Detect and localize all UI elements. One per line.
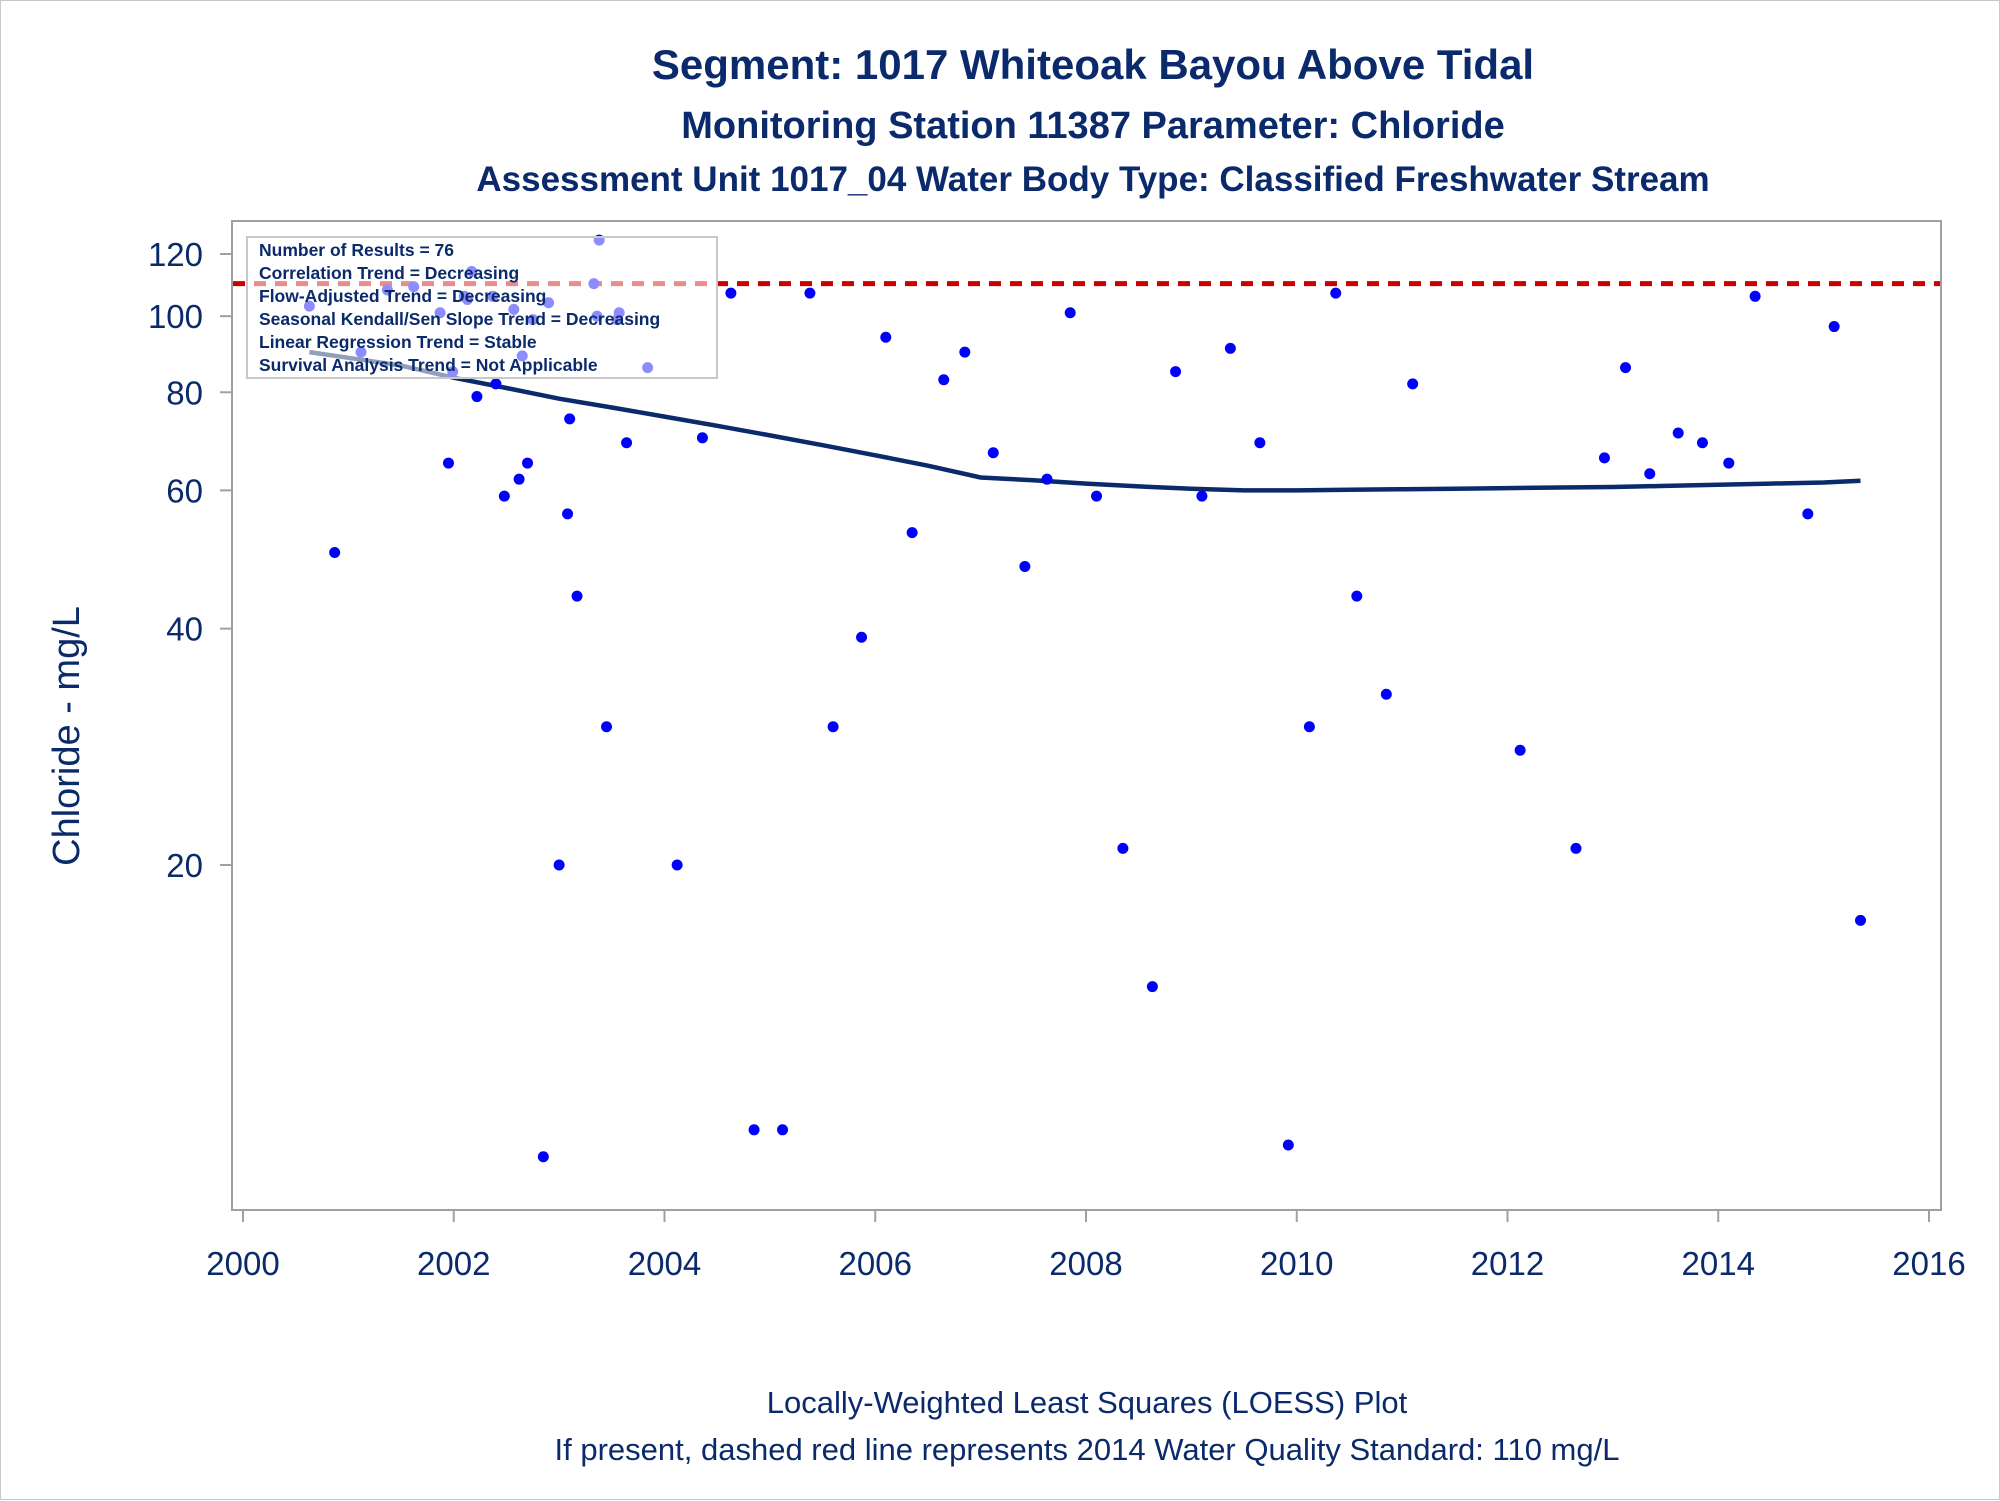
- x-axis: 2000 2002 2004 2006 2008 2010 2012 2014 2016: [206, 1210, 1966, 1282]
- data-point: [537, 1151, 549, 1163]
- data-point: [1041, 473, 1053, 485]
- stat-line-5: Linear Regression Trend = Stable: [259, 332, 537, 352]
- y-axis-label: Chloride - mg/L: [46, 606, 88, 866]
- data-point: [1644, 468, 1656, 480]
- stats-box: Number of Results = 76 Correlation Trend…: [246, 236, 718, 379]
- y-tick-label: 80: [166, 374, 203, 411]
- data-point: [938, 374, 950, 386]
- data-point: [522, 457, 534, 469]
- y-tick-label: 60: [166, 472, 203, 509]
- x-tick-label: 2002: [417, 1245, 490, 1282]
- data-point: [1091, 490, 1103, 502]
- data-point: [553, 859, 565, 871]
- data-point: [906, 527, 918, 539]
- data-point: [498, 490, 510, 502]
- x-tick-label: 2006: [839, 1245, 912, 1282]
- data-point: [1407, 378, 1419, 390]
- data-point: [1303, 721, 1315, 733]
- chart-subtitle-2: Assessment Unit 1017_04 Water Body Type:…: [476, 160, 1709, 199]
- x-tick-label: 2014: [1682, 1245, 1755, 1282]
- stat-line-3: Flow-Adjusted Trend = Decreasing: [259, 286, 546, 306]
- data-point: [1064, 307, 1076, 319]
- x-tick-label: 2016: [1892, 1245, 1965, 1282]
- chart-subtitle: Monitoring Station 11387 Parameter: Chlo…: [681, 105, 1505, 147]
- x-tick-label: 2012: [1471, 1245, 1544, 1282]
- data-point: [1146, 981, 1158, 993]
- data-point: [621, 437, 633, 449]
- chart-title: Segment: 1017 Whiteoak Bayou Above Tidal: [652, 41, 1534, 88]
- data-point: [601, 721, 613, 733]
- x-tick-label: 2000: [206, 1245, 279, 1282]
- data-point: [1224, 342, 1236, 354]
- x-tick-label: 2008: [1049, 1245, 1122, 1282]
- data-point: [490, 378, 502, 390]
- data-point: [856, 631, 868, 643]
- y-tick-label: 120: [148, 236, 203, 273]
- data-point: [959, 346, 971, 358]
- data-point: [1828, 321, 1840, 333]
- data-point: [1696, 437, 1708, 449]
- data-point: [1170, 366, 1182, 378]
- y-axis: 20 40 60 80 100 120: [148, 236, 232, 884]
- data-point: [804, 287, 816, 299]
- data-point: [1351, 590, 1363, 602]
- stat-line-1: Number of Results = 76: [259, 240, 454, 260]
- x-tick-label: 2004: [628, 1245, 701, 1282]
- data-point: [1598, 452, 1610, 464]
- y-tick-label: 40: [166, 611, 203, 648]
- loess-curve: [309, 349, 1861, 493]
- data-point: [748, 1124, 760, 1136]
- data-point: [725, 287, 737, 299]
- data-point: [562, 508, 574, 520]
- data-point: [1330, 287, 1342, 299]
- x-tick-label: 2010: [1260, 1245, 1333, 1282]
- data-point: [1802, 508, 1814, 520]
- data-point: [571, 590, 583, 602]
- data-point: [471, 391, 483, 403]
- data-point: [1672, 427, 1684, 439]
- stat-line-2: Correlation Trend = Decreasing: [259, 263, 519, 283]
- data-point: [329, 547, 341, 559]
- data-point: [1117, 842, 1129, 854]
- footnote-1: Locally-Weighted Least Squares (LOESS) P…: [767, 1385, 1408, 1420]
- data-point: [513, 473, 525, 485]
- data-point: [987, 447, 999, 459]
- data-point: [696, 432, 708, 444]
- data-point: [1620, 362, 1632, 374]
- data-point: [827, 721, 839, 733]
- data-point: [671, 859, 683, 871]
- data-point: [564, 413, 576, 425]
- stats-box-frame: [246, 236, 718, 379]
- data-point: [1254, 437, 1266, 449]
- stat-line-4: Seasonal Kendall/Sen Slope Trend = Decre…: [259, 309, 660, 329]
- data-point: [1749, 290, 1761, 302]
- data-point: [1855, 914, 1867, 926]
- data-point: [1196, 490, 1208, 502]
- y-tick-label: 20: [166, 847, 203, 884]
- data-point: [442, 457, 454, 469]
- data-point: [777, 1124, 789, 1136]
- data-point: [880, 331, 892, 343]
- data-point: [1019, 560, 1031, 572]
- footnote-2: If present, dashed red line represents 2…: [555, 1432, 1620, 1467]
- stat-line-6: Survival Analysis Trend = Not Applicable: [259, 355, 598, 375]
- data-point: [1380, 688, 1392, 700]
- data-point: [1723, 457, 1735, 469]
- data-point: [1570, 842, 1582, 854]
- data-point: [1282, 1139, 1294, 1151]
- y-tick-label: 100: [148, 298, 203, 335]
- data-point: [1514, 744, 1526, 756]
